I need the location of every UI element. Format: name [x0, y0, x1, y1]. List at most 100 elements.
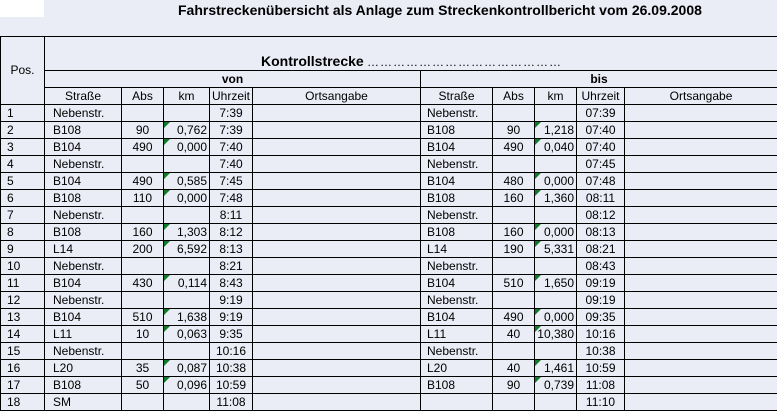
bis-km-cell [535, 343, 577, 360]
bis-km-cell: 1,218 [535, 122, 577, 139]
bis-strasse-cell: B108 [421, 122, 493, 139]
pos-cell: 16 [1, 360, 45, 377]
pos-cell: 6 [1, 190, 45, 207]
von-uhrzeit-cell: 10:38 [210, 360, 253, 377]
pos-cell: 18 [1, 394, 45, 411]
von-km-cell: 0,762 [164, 122, 210, 139]
bis-strasse-cell: L11 [421, 326, 493, 343]
von-uhrzeit-cell: 9:19 [210, 309, 253, 326]
von-abs-cell: 490 [122, 139, 164, 156]
von-strasse-cell: Nebenstr. [45, 292, 122, 309]
von-ortsangabe-cell [253, 309, 421, 326]
von-ortsangabe-cell [253, 326, 421, 343]
bis-strasse-cell: B108 [421, 190, 493, 207]
kontrollstrecke-label: Kontrollstrecke [47, 53, 364, 69]
col-km-bis: km [535, 88, 577, 105]
von-uhrzeit-cell: 8:11 [210, 207, 253, 224]
von-ortsangabe-cell [253, 190, 421, 207]
von-ortsangabe-cell [253, 377, 421, 394]
bis-strasse-cell: Nebenstr. [421, 156, 493, 173]
route-table: Pos. Kontrollstrecke ……………………………………… von… [0, 36, 777, 411]
kontrollstrecke-cell: Kontrollstrecke ……………………………………… [45, 37, 777, 71]
bis-strasse-cell: B104 [421, 275, 493, 292]
von-uhrzeit-cell: 8:12 [210, 224, 253, 241]
bis-ortsangabe-cell [625, 309, 777, 326]
von-abs-cell [122, 394, 164, 411]
von-uhrzeit-cell: 11:08 [210, 394, 253, 411]
bis-km-cell [535, 207, 577, 224]
bis-strasse-cell: Nebenstr. [421, 258, 493, 275]
von-km-cell: 1,303 [164, 224, 210, 241]
von-strasse-cell: L20 [45, 360, 122, 377]
bis-ortsangabe-cell [625, 139, 777, 156]
von-abs-cell: 510 [122, 309, 164, 326]
von-ortsangabe-cell [253, 258, 421, 275]
von-strasse-cell: B108 [45, 224, 122, 241]
pos-cell: 10 [1, 258, 45, 275]
von-strasse-cell: SM [45, 394, 122, 411]
bis-strasse-cell: B104 [421, 139, 493, 156]
von-ortsangabe-cell [253, 292, 421, 309]
bis-strasse-cell: B104 [421, 173, 493, 190]
bis-uhrzeit-cell: 08:13 [577, 224, 625, 241]
von-ortsangabe-cell [253, 139, 421, 156]
bis-uhrzeit-cell: 07:45 [577, 156, 625, 173]
pos-cell: 13 [1, 309, 45, 326]
von-ortsangabe-cell [253, 156, 421, 173]
von-ortsangabe-cell [253, 122, 421, 139]
von-uhrzeit-cell: 9:19 [210, 292, 253, 309]
bis-km-cell [535, 292, 577, 309]
von-abs-cell: 50 [122, 377, 164, 394]
bis-abs-cell [493, 258, 535, 275]
bis-km-cell: 0,000 [535, 173, 577, 190]
von-abs-cell [122, 105, 164, 122]
bis-abs-cell: 480 [493, 173, 535, 190]
bis-strasse-cell: L14 [421, 241, 493, 258]
von-ortsangabe-cell [253, 343, 421, 360]
pos-cell: 8 [1, 224, 45, 241]
von-ortsangabe-cell [253, 105, 421, 122]
pos-cell: 12 [1, 292, 45, 309]
col-abs-von: Abs [122, 88, 164, 105]
bis-header: bis [421, 71, 777, 88]
bis-abs-cell [493, 394, 535, 411]
pos-cell: 17 [1, 377, 45, 394]
bis-km-cell: 0,000 [535, 224, 577, 241]
von-uhrzeit-cell: 10:16 [210, 343, 253, 360]
col-uhrzeit-von: Uhrzeit [210, 88, 253, 105]
bis-uhrzeit-cell: 10:38 [577, 343, 625, 360]
col-abs-bis: Abs [493, 88, 535, 105]
bis-uhrzeit-cell: 08:43 [577, 258, 625, 275]
bis-ortsangabe-cell [625, 105, 777, 122]
von-km-cell: 0,063 [164, 326, 210, 343]
bis-km-cell: 0,000 [535, 309, 577, 326]
von-km-cell [164, 105, 210, 122]
bis-uhrzeit-cell: 09:19 [577, 292, 625, 309]
bis-km-cell: 1,650 [535, 275, 577, 292]
pos-cell: 4 [1, 156, 45, 173]
pos-cell: 9 [1, 241, 45, 258]
bis-ortsangabe-cell [625, 258, 777, 275]
von-abs-cell: 490 [122, 173, 164, 190]
header-blank-cell [0, 0, 44, 17]
kontrollstrecke-dots: ……………………………………… [367, 55, 562, 69]
bis-ortsangabe-cell [625, 173, 777, 190]
von-strasse-cell: B108 [45, 190, 122, 207]
bis-strasse-cell: B108 [421, 224, 493, 241]
bis-uhrzeit-cell: 07:40 [577, 122, 625, 139]
bis-ortsangabe-cell [625, 377, 777, 394]
von-km-cell [164, 207, 210, 224]
bis-abs-cell: 190 [493, 241, 535, 258]
bis-abs-cell: 40 [493, 326, 535, 343]
von-strasse-cell: B104 [45, 275, 122, 292]
von-uhrzeit-cell: 8:21 [210, 258, 253, 275]
